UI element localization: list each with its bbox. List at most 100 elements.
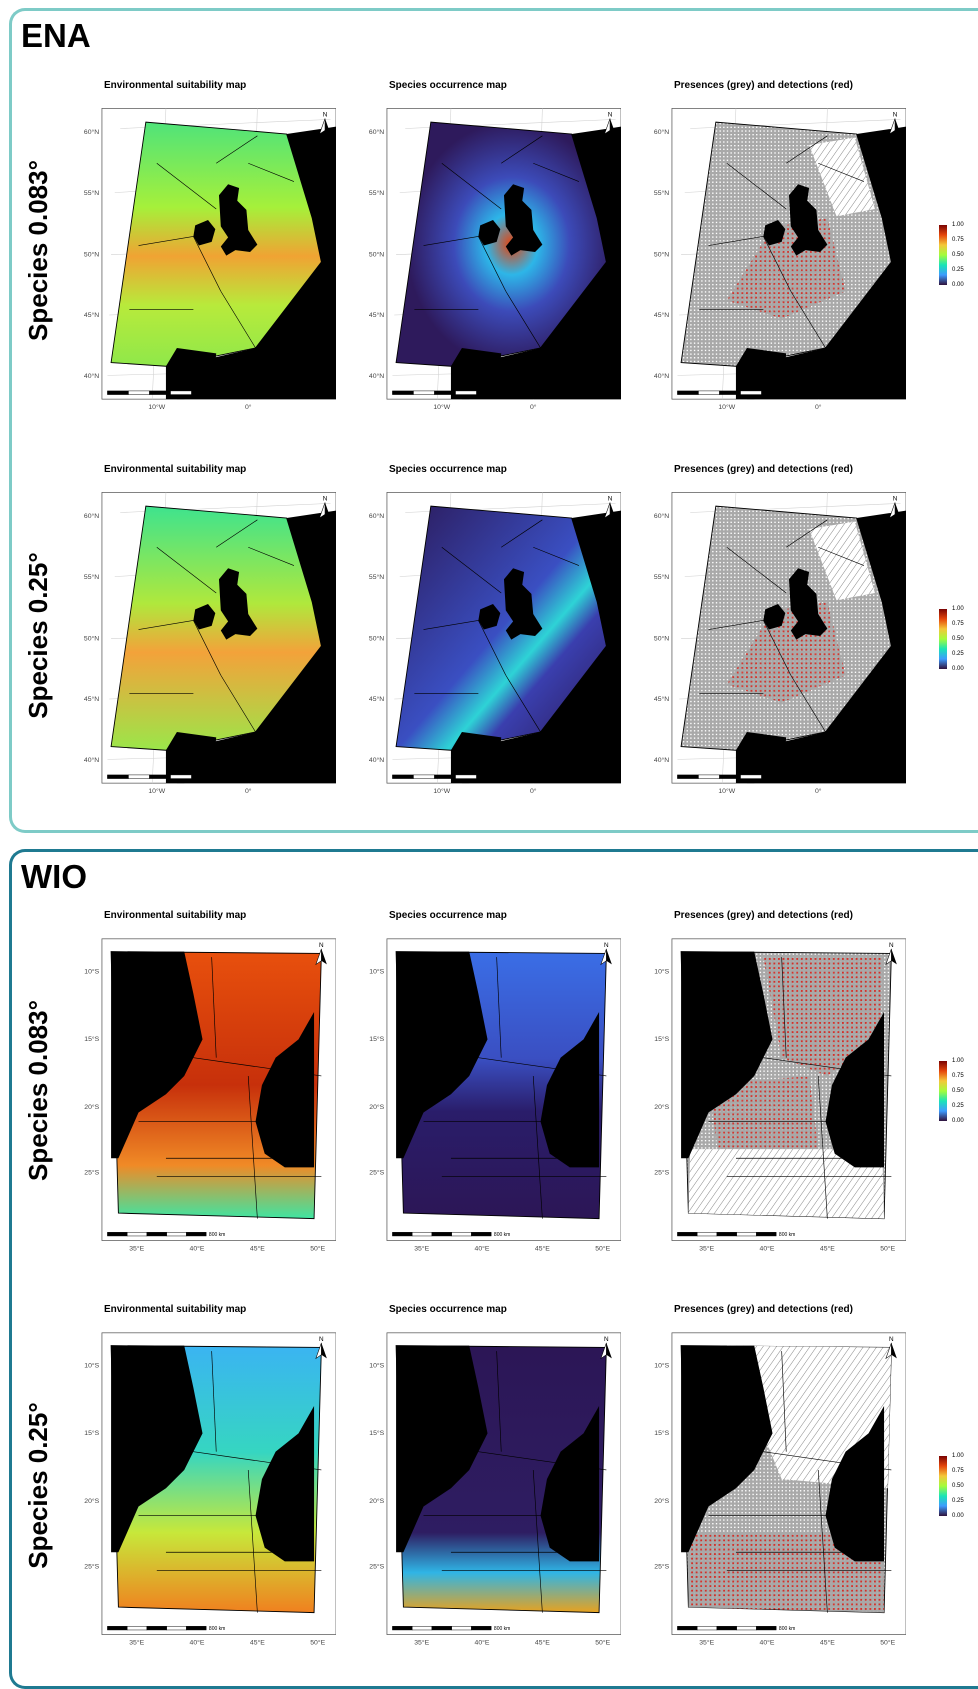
- y-tick-label: 50°N: [84, 635, 99, 643]
- y-tick-label: 55°N: [654, 189, 669, 197]
- y-tick-label: 45°N: [369, 695, 384, 703]
- svg-text:N: N: [889, 942, 894, 949]
- map-svg: 10°S 15°S 20°S 25°S 35°E 40°E 45°E 50°E 800 km N: [369, 938, 621, 1253]
- colorbar-label: 1.00: [952, 606, 964, 612]
- svg-text:N: N: [604, 942, 609, 949]
- row-label-ena-025: Species 0.25°: [22, 551, 53, 719]
- colorbar-label: 1.00: [952, 222, 964, 228]
- x-tick-label: 10°W: [718, 787, 735, 795]
- y-tick-label: 50°N: [369, 635, 384, 643]
- x-tick-label: 45°E: [250, 1639, 265, 1647]
- x-tick-label: 50°E: [880, 1245, 895, 1253]
- map-panel-ena-occurrence: Species occurrence map 60°N 55°N 50°N 45°N 40…: [369, 464, 645, 809]
- map-panel-ena-suitability: Environmental suitability map 60°N 55°N 50°…: [84, 464, 360, 809]
- scale-bar-label: 1000 km: [785, 775, 804, 781]
- colorbar-label: 0.00: [952, 1118, 964, 1124]
- scale-bar-label: 800 km: [209, 1626, 225, 1632]
- svg-text:N: N: [323, 496, 328, 503]
- colorbar-label: 0.25: [952, 1103, 964, 1109]
- x-tick-label: 35°E: [699, 1639, 714, 1647]
- colorbar-gradient: [939, 1061, 947, 1121]
- north-arrow-icon: N: [319, 112, 331, 135]
- scale-bar: 1000 km: [107, 391, 235, 397]
- row-label-ena-0083: Species 0.083°: [22, 159, 53, 341]
- colorbar-label: 0.25: [952, 1498, 964, 1504]
- colorbar-label: 1.00: [952, 1453, 964, 1459]
- y-tick-label: 40°N: [84, 372, 99, 380]
- panel-title: Presences (grey) and detections (red): [674, 80, 853, 91]
- map-panel-ena-occurrence: Species occurrence map 60°N 55°N 50°N 45°N 40…: [369, 80, 645, 425]
- colorbar-label: 0.25: [952, 651, 964, 657]
- panel-title: Presences (grey) and detections (red): [674, 910, 853, 921]
- panel-title: Environmental suitability map: [104, 1304, 247, 1315]
- y-tick-label: 55°N: [369, 573, 384, 581]
- scale-bar-label: 1000 km: [215, 391, 234, 397]
- x-tick-label: 10°W: [148, 403, 165, 411]
- north-arrow-icon: N: [600, 1336, 612, 1360]
- scale-bar-label: 1000 km: [500, 775, 519, 781]
- colorbar-label: 0.75: [952, 621, 964, 627]
- x-tick-label: 35°E: [414, 1639, 429, 1647]
- x-tick-label: 40°E: [760, 1245, 775, 1253]
- y-tick-label: 50°N: [654, 251, 669, 259]
- x-tick-label: 0°: [530, 403, 537, 411]
- scale-bar-label: 800 km: [494, 1232, 510, 1238]
- map-panel-wio-occurrence: Species occurrence map 10°S 15°S 20°S 25°S 35…: [369, 1304, 645, 1649]
- north-arrow-icon: N: [885, 942, 897, 966]
- panel-title: Environmental suitability map: [104, 80, 247, 91]
- x-tick-label: 35°E: [699, 1245, 714, 1253]
- x-tick-label: 10°W: [433, 403, 450, 411]
- y-tick-label: 25°S: [84, 1563, 99, 1571]
- x-tick-label: 10°W: [433, 787, 450, 795]
- x-tick-label: 10°W: [718, 403, 735, 411]
- row-label-wio-0083: Species 0.083°: [22, 999, 53, 1181]
- map-panel-ena-presence: Presences (grey) and detections (red) 60°…: [654, 464, 930, 809]
- y-tick-label: 10°S: [654, 1362, 669, 1370]
- map-svg: 10°S 15°S 20°S 25°S 35°E 40°E 45°E 50°E 800 km N: [369, 1332, 621, 1647]
- y-tick-label: 25°S: [654, 1169, 669, 1177]
- scale-bar: 800 km: [107, 1626, 225, 1632]
- map-svg: 10°S 15°S 20°S 25°S 35°E 40°E 45°E 50°E 800 km N: [84, 1332, 336, 1647]
- y-tick-label: 55°N: [369, 189, 384, 197]
- svg-text:N: N: [604, 1336, 609, 1343]
- x-tick-label: 0°: [815, 403, 822, 411]
- north-arrow-icon: N: [604, 496, 616, 519]
- colorbar-label: 0.50: [952, 252, 964, 258]
- north-arrow-icon: N: [885, 1336, 897, 1360]
- y-tick-label: 55°N: [84, 573, 99, 581]
- scale-bar-label: 1000 km: [785, 391, 804, 397]
- y-tick-label: 40°N: [84, 756, 99, 764]
- y-tick-label: 15°S: [84, 1035, 99, 1043]
- scale-bar: 1000 km: [677, 391, 805, 397]
- map-panel-ena-suitability: Environmental suitability map 60°N 55°N 50°…: [84, 80, 360, 425]
- scale-bar: 800 km: [107, 1232, 225, 1238]
- scale-bar: 800 km: [677, 1626, 795, 1632]
- panel-title: Species occurrence map: [389, 464, 507, 475]
- svg-text:N: N: [608, 112, 613, 119]
- scale-bar: 1000 km: [392, 391, 520, 397]
- y-tick-label: 20°S: [84, 1497, 99, 1505]
- y-tick-label: 60°N: [654, 512, 669, 520]
- y-tick-label: 55°N: [84, 189, 99, 197]
- colorbar-label: 0.50: [952, 636, 964, 642]
- y-tick-label: 55°N: [654, 573, 669, 581]
- x-tick-label: 50°E: [595, 1639, 610, 1647]
- y-tick-label: 50°N: [654, 635, 669, 643]
- y-tick-label: 40°N: [369, 372, 384, 380]
- y-tick-label: 15°S: [654, 1035, 669, 1043]
- x-tick-label: 35°E: [414, 1245, 429, 1253]
- scale-bar: 800 km: [392, 1626, 510, 1632]
- x-tick-label: 0°: [245, 787, 252, 795]
- colorbar-ena-025: 1.00 0.75 0.50 0.25 0.00: [939, 606, 969, 679]
- map-svg: 60°N 55°N 50°N 45°N 40°N 10°W 0° 1000 km N: [369, 108, 621, 411]
- scale-bar-label: 800 km: [209, 1232, 225, 1238]
- y-tick-label: 20°S: [654, 1103, 669, 1111]
- y-tick-label: 10°S: [654, 968, 669, 976]
- svg-text:N: N: [323, 112, 328, 119]
- map-panel-wio-suitability: Environmental suitability map 10°S 15°S 20°…: [84, 910, 360, 1255]
- scale-bar: 800 km: [677, 1232, 795, 1238]
- x-tick-label: 45°E: [820, 1639, 835, 1647]
- y-tick-label: 60°N: [84, 512, 99, 520]
- y-tick-label: 10°S: [84, 1362, 99, 1370]
- y-tick-label: 10°S: [84, 968, 99, 976]
